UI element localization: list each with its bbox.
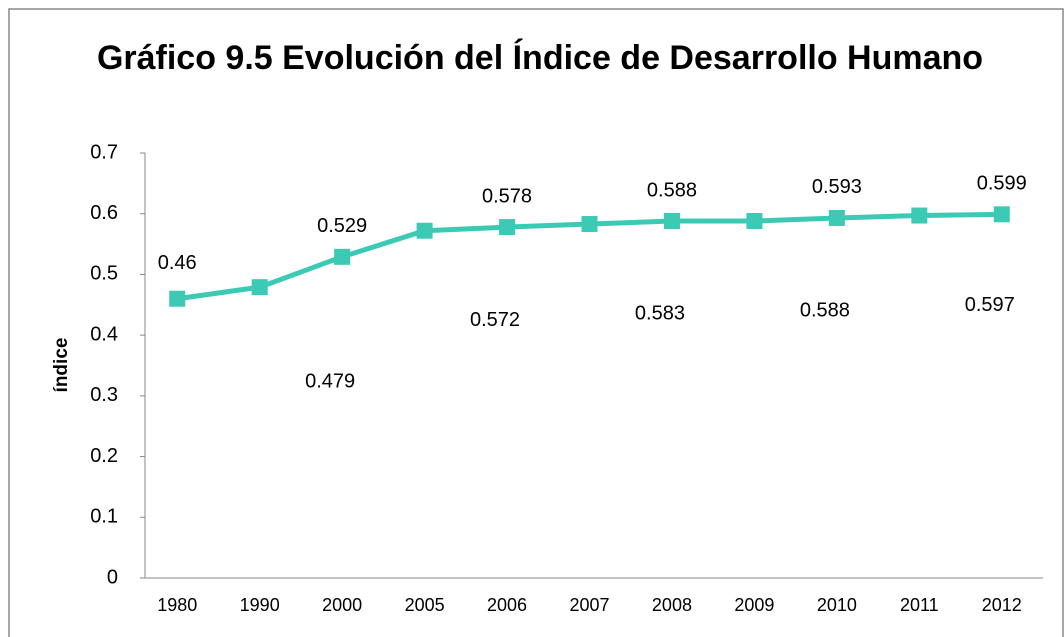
marker (993, 206, 1010, 223)
marker (911, 207, 928, 224)
data-label: 0.597 (965, 294, 1015, 316)
y-tick-label: 0.5 (90, 263, 118, 285)
chart-border (8, 8, 1064, 637)
y-tick-label: 0.2 (90, 445, 118, 467)
y-tick-label: 0.1 (90, 506, 118, 528)
data-label: 0.572 (470, 309, 520, 331)
y-tick-label: 0 (107, 566, 118, 588)
data-label: 0.588 (647, 179, 697, 201)
data-label: 0.529 (317, 215, 367, 237)
y-tick-label: 0.6 (90, 202, 118, 224)
y-tick-label: 0.7 (90, 141, 118, 163)
marker (334, 248, 351, 265)
data-label: 0.46 (158, 252, 197, 274)
marker (499, 219, 516, 236)
x-tick-label: 2011 (900, 595, 939, 615)
x-tick-label: 1980 (157, 595, 197, 615)
x-tick-label: 2008 (652, 595, 692, 615)
x-tick-label: 2007 (569, 595, 609, 615)
marker (828, 209, 845, 226)
x-tick-label: 1990 (240, 595, 280, 615)
data-label: 0.593 (812, 176, 862, 198)
chart-title: Gráfico 9.5 Evolución del Índice de Desa… (96, 39, 984, 77)
y-axis-label: índice (51, 338, 72, 393)
marker (251, 279, 268, 296)
data-label: 0.479 (305, 370, 355, 392)
marker (581, 216, 598, 233)
x-tick-label: 2006 (487, 595, 527, 615)
data-label: 0.578 (482, 185, 532, 207)
x-tick-label: 2000 (322, 595, 362, 615)
marker (416, 222, 433, 239)
x-tick-label: 2010 (817, 595, 857, 615)
x-tick-label: 2012 (982, 595, 1022, 615)
y-tick-label: 0.4 (90, 323, 118, 345)
x-tick-label: 2009 (734, 595, 774, 615)
y-tick-label: 0.3 (90, 384, 118, 406)
data-label: 0.599 (977, 173, 1027, 195)
marker (663, 213, 680, 229)
data-label: 0.588 (800, 299, 850, 321)
data-label: 0.583 (635, 302, 685, 324)
marker (169, 290, 186, 307)
x-tick-label: 2005 (405, 595, 445, 615)
marker (746, 213, 763, 229)
